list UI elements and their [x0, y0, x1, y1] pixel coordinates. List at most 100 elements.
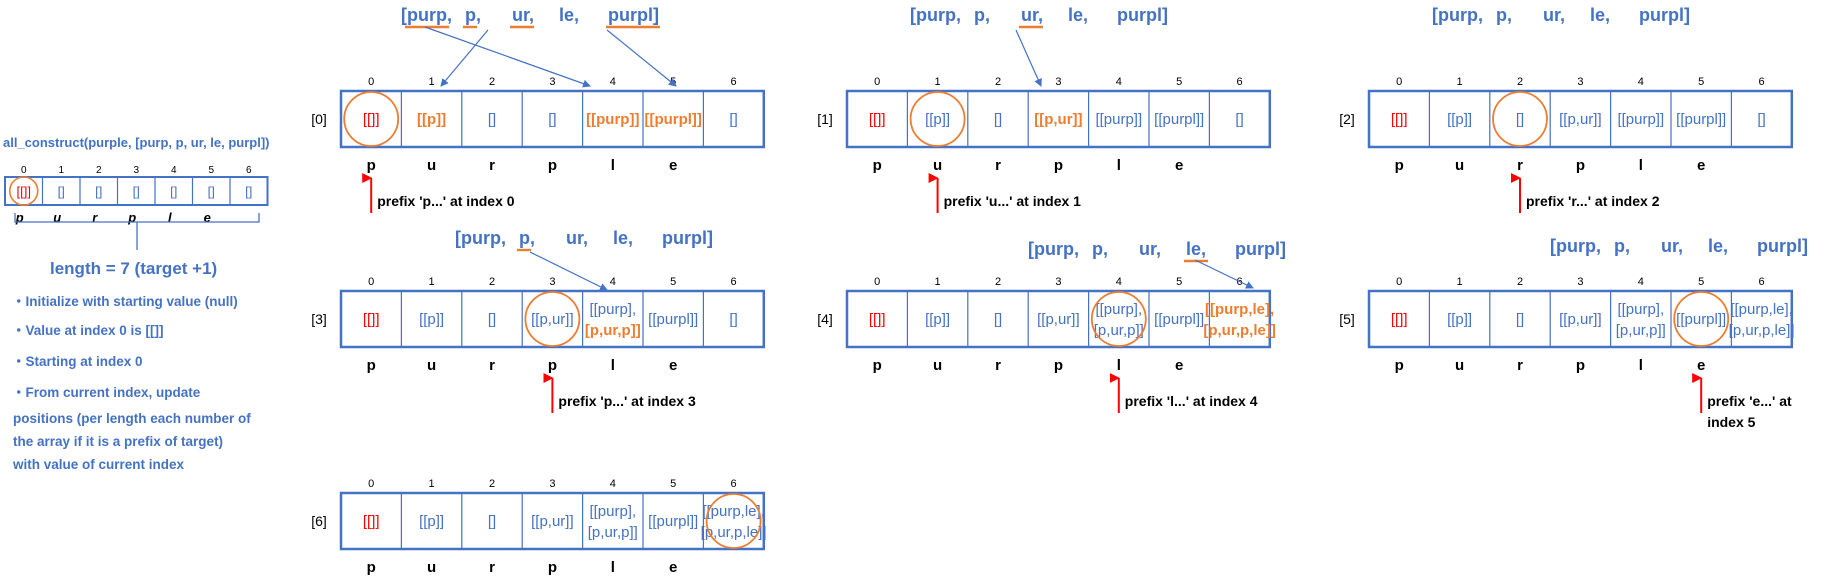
index-label: 0 [368, 478, 374, 490]
index-label: 4 [1116, 276, 1122, 288]
cell-value: [[p,ur]] [1037, 311, 1080, 328]
cell-value: [[p,ur]] [1559, 111, 1602, 128]
index-label: 2 [1517, 76, 1523, 88]
word-bank-item: p, [465, 5, 481, 25]
word-bank-item: [purp, [401, 5, 452, 25]
initial-target-char: p [15, 210, 24, 225]
arrow-ur-to-3 [1015, 29, 1042, 87]
prefix-note: index 5 [1707, 414, 1755, 430]
prefix-note: prefix 'e...' at [1707, 393, 1792, 409]
cell-value: [p,ur,p,le]] [701, 524, 767, 541]
cell-value: [[purp], [589, 503, 636, 520]
target-char: p [367, 559, 376, 576]
initial-cell-value: [] [208, 184, 215, 199]
cell-value: [] [994, 111, 1002, 128]
cell-value: [[p]] [925, 311, 950, 328]
step-panel-4: [4] [purp, p, ur, le, purpl] 0 [[]] 1 [[p]] 2 [] 3 [[… [817, 239, 1286, 413]
step-panel-5: [5] [purp, p, ur, le, purpl] 0 [[]] 1 [[p]] 2 [] 3 [[… [1339, 236, 1808, 430]
target-char: p [1054, 157, 1063, 174]
word-bank: [purp, p, ur, le, purpl] [910, 5, 1168, 29]
target-char: l [1639, 157, 1643, 174]
target-char: u [933, 157, 942, 174]
index-label: 5 [670, 478, 676, 490]
step-label: [1] [817, 111, 833, 127]
word-bank-item: purpl] [662, 228, 713, 248]
initial-cell-value: [] [170, 184, 177, 199]
cell-value: [[p,ur]] [531, 513, 574, 530]
target-char: e [669, 357, 677, 374]
index-label: 6 [731, 276, 737, 288]
arrow-purpl-to-5 [606, 29, 677, 87]
length-label: length = 7 (target +1) [50, 259, 217, 278]
target-char: p [1395, 157, 1404, 174]
cell-value: [] [488, 513, 496, 530]
target-char: u [427, 357, 436, 374]
arrow-p-to-1 [440, 29, 489, 87]
initial-cell-value: [] [58, 184, 65, 199]
initial-index-label: 2 [96, 165, 102, 176]
index-label: 3 [549, 276, 555, 288]
word-bank-item: p, [1614, 236, 1630, 256]
target-char: p [548, 559, 557, 576]
arrow-purp-to-4 [424, 26, 591, 88]
current-index-circle [1090, 291, 1147, 347]
word-bank-item: ur, [1139, 239, 1161, 259]
step-label: [6] [311, 513, 327, 529]
word-bank: [purp, p, ur, le, purpl] [1550, 236, 1808, 256]
explanation-bullet: positions (per length each number of [13, 411, 251, 426]
prefix-note: prefix 'p...' at index 3 [558, 393, 696, 409]
word-bank-item: p, [1092, 239, 1108, 259]
word-bank-item: p, [1496, 5, 1512, 25]
cell-value: [[purp]] [1095, 111, 1142, 128]
cell-value: [] [729, 111, 737, 128]
word-bank-item: [purp, [1432, 5, 1483, 25]
step-panels: [0] [purp, p, ur, le, purpl] 0 [[]] 1 [[p]] 2 [] 3 []… [311, 5, 1808, 576]
index-label: 2 [489, 276, 495, 288]
cell-value: [p,ur,p,le]] [1729, 322, 1795, 339]
word-bank-item: ur, [1543, 5, 1565, 25]
prefix-note: prefix 'p...' at index 0 [377, 193, 515, 209]
step-panel-2: [2] [purp, p, ur, le, purpl] 0 [[]] 1 [[p]] 2 [] 3 [[… [1339, 5, 1794, 213]
word-bank-item: le, [613, 228, 633, 248]
step-label: [2] [1339, 111, 1355, 127]
index-label: 1 [429, 76, 435, 88]
index-label: 0 [874, 276, 880, 288]
target-char: r [489, 157, 495, 174]
cell-value: [p,ur,p]] [1616, 322, 1666, 339]
cell-value: [[p,ur]] [1559, 311, 1602, 328]
step-label: [5] [1339, 311, 1355, 327]
cell-value: [[p]] [925, 111, 950, 128]
cell-value: [p,ur,p]] [1094, 322, 1144, 339]
target-char: p [873, 157, 882, 174]
target-char: u [427, 157, 436, 174]
prefix-note: prefix 'r...' at index 2 [1526, 193, 1660, 209]
target-char: e [669, 157, 677, 174]
target-char: l [611, 357, 615, 374]
index-label: 5 [1176, 76, 1182, 88]
prefix-note: prefix 'l...' at index 4 [1125, 393, 1258, 409]
target-char: r [1517, 357, 1523, 374]
word-bank-item: purpl] [1639, 5, 1690, 25]
word-bank-item: p, [519, 228, 535, 248]
state-array-frame [339, 89, 766, 149]
word-bank-item: purpl] [1757, 236, 1808, 256]
state-array-frame [1367, 289, 1794, 349]
target-char: p [548, 157, 557, 174]
index-label: 4 [610, 276, 616, 288]
index-label: 5 [1176, 276, 1182, 288]
cell-value: [[p]] [419, 311, 444, 328]
word-bank: [purp, p, ur, le, purpl] [1028, 239, 1286, 263]
target-char: e [1697, 357, 1705, 374]
explanation-bullet: ・From current index, update [12, 385, 201, 400]
explanation-bullet: ・Starting at index 0 [12, 354, 143, 369]
index-label: 1 [1457, 76, 1463, 88]
index-label: 1 [429, 478, 435, 490]
target-char: e [1175, 357, 1183, 374]
target-char: r [489, 559, 495, 576]
cell-value: [[]] [869, 111, 886, 128]
index-label: 3 [1577, 276, 1583, 288]
cell-value: [] [1516, 311, 1524, 328]
cell-value: [] [1235, 111, 1243, 128]
index-label: 4 [1638, 276, 1644, 288]
